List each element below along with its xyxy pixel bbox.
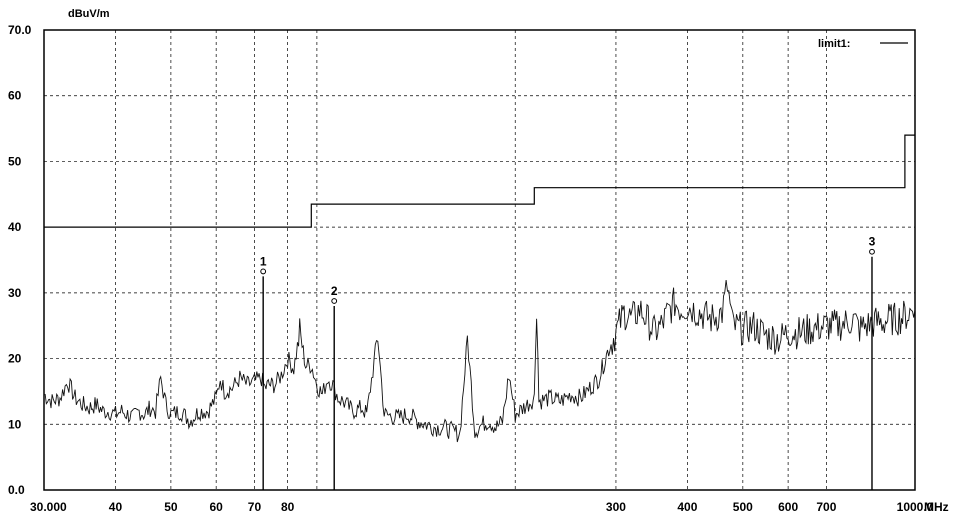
legend: limit1: [818,38,908,50]
x-tick-label: 600 [778,500,798,514]
marker-2: 2 [331,284,338,490]
markers: 1 2 3 [260,235,876,490]
legend-label-limit1: limit1: [818,38,850,50]
marker-label: 1 [260,254,267,268]
y-tick-labels: 0.0 10 20 30 40 50 60 70.0 [8,23,32,497]
marker-dot-3 [869,248,875,255]
y-tick-label: 20 [8,352,22,366]
x-tick-label: 400 [677,500,697,514]
marker-3: 3 [869,235,876,490]
x-tick-label: 700 [816,500,836,514]
x-tick-label: 50 [164,500,178,514]
y-tick-label: 60 [8,89,22,103]
marker-dot-1 [260,268,267,275]
marker-dot-2 [331,298,338,304]
y-tick-label: 50 [8,154,22,168]
x-tick-label: 80 [281,500,295,514]
plot-frame [43,29,916,491]
marker-1: 1 [260,254,267,490]
x-tick-label: 300 [606,500,626,514]
y-tick-label: 0.0 [8,483,25,497]
x-tick-label: 70 [248,500,262,514]
marker-label: 3 [869,235,876,249]
y-tick-label: 40 [8,220,22,234]
limit1-line [44,134,915,228]
x-tick-label: 60 [209,500,223,514]
x-tick-label: 1000.0 [897,500,934,514]
x-axis-unit: MHz [924,500,949,514]
measurement-trace [43,280,916,443]
x-tick-label: 30.000 [30,500,67,514]
y-axis-unit: dBuV/m [68,8,110,20]
y-tick-label: 70.0 [8,23,32,37]
x-tick-label: 500 [733,500,753,514]
x-tick-labels: 30.000 40 50 60 70 80 300 400 500 600 700 1000.0 [30,500,934,514]
marker-label: 2 [331,284,338,298]
y-tick-label: 10 [8,417,22,431]
y-tick-label: 30 [8,286,22,300]
grid-lines [44,30,915,490]
x-tick-label: 40 [109,500,123,514]
